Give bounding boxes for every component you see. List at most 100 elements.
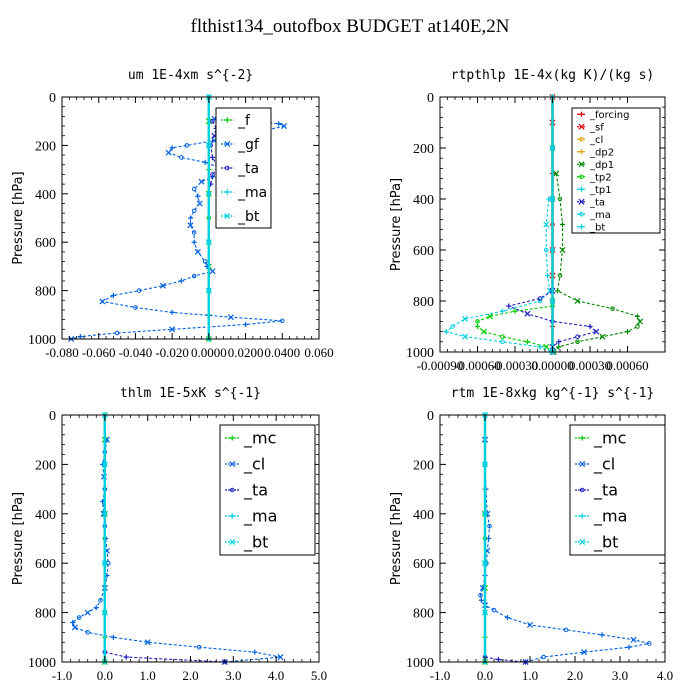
x-tick-label: 0.0000 [191, 345, 227, 360]
legend: _mc _cl _ta _ma _bt [219, 424, 316, 556]
data-point [563, 627, 569, 633]
data-point [537, 296, 543, 301]
series-line [484, 656, 526, 663]
y-tick-label: 1000 [28, 333, 56, 348]
data-point [114, 330, 120, 336]
x-tick-label: -0.040 [119, 345, 153, 360]
data-point [610, 306, 615, 311]
legend-label: _ma [593, 507, 627, 527]
data-point [482, 610, 488, 615]
data-point-x [277, 654, 284, 661]
y-tick-label: 800 [413, 607, 434, 622]
data-point-x [580, 649, 588, 656]
data-point-x [159, 282, 166, 289]
data-point [482, 462, 488, 467]
panel-2: rtpthlp 1E-4x(kg K)/(kg s) Pressure [hPa]… [389, 68, 666, 373]
x-tick-label: 0.0 [97, 668, 113, 683]
legend: _mc _cl _ta _ma _bt [569, 424, 666, 556]
data-point-x [71, 624, 78, 631]
data-point [184, 143, 190, 148]
data-point-x [543, 221, 550, 228]
data-point-x [169, 326, 176, 333]
legend-label: _forcing [589, 110, 630, 121]
y-tick-label: 400 [413, 193, 434, 208]
data-point [191, 208, 197, 214]
y-tick-label: 800 [35, 285, 56, 300]
data-point [635, 324, 640, 329]
data-point-x [553, 170, 560, 177]
y-tick-label: 200 [413, 142, 434, 157]
legend-label: _tp1 [589, 185, 612, 196]
data-point-x [461, 333, 469, 340]
data-point [136, 288, 142, 293]
data-point-x [630, 636, 637, 643]
data-point-x [224, 140, 231, 148]
data-point [202, 259, 208, 264]
legend-label: _mc [593, 429, 626, 449]
y-tick-label: 600 [35, 557, 56, 572]
data-point [478, 593, 483, 598]
x-tick-label: 4.0 [657, 668, 673, 683]
x-tick-label: 1.0 [140, 668, 156, 683]
panel-4: rtm 1E-8xkg kg^{-1} s^{-1} Pressure [hPa]… [389, 386, 673, 683]
data-point-x [549, 144, 556, 152]
x-tick-label: 2.0 [182, 668, 198, 683]
y-axis-label: Pressure [hPa] [389, 492, 404, 585]
data-point [76, 615, 82, 620]
panel-title: rtpthlp 1E-4x(kg K)/(kg s) [451, 68, 655, 83]
data-point [557, 273, 563, 278]
data-point [196, 644, 202, 650]
x-tick-label: 2.0 [567, 668, 583, 683]
data-point-x [579, 460, 586, 468]
y-tick-label: 400 [35, 188, 56, 203]
data-point-x [205, 239, 212, 246]
y-axis-label: Pressure [hPa] [389, 178, 404, 271]
x-tick-label: -0.00030 [492, 358, 539, 373]
legend-label: _ma [237, 185, 267, 201]
legend-label: _cl [243, 455, 265, 475]
x-tick-label: 0.0 [477, 668, 493, 683]
legend-label: _ta [237, 161, 259, 177]
y-axis-label: Pressure [hPa] [11, 171, 26, 264]
y-tick-label: 600 [35, 236, 56, 251]
legend-label: _sf [589, 122, 604, 133]
data-point-x [229, 460, 236, 468]
x-tick-label: -0.080 [45, 345, 79, 360]
data-point [102, 610, 108, 615]
data-point-x [636, 318, 644, 325]
data-point [191, 273, 197, 279]
x-tick-label: -0.060 [82, 345, 116, 360]
x-tick-label: 4.0 [268, 668, 284, 683]
data-point [579, 174, 584, 180]
data-point [579, 487, 585, 493]
data-point [550, 196, 555, 202]
legend-label: _bt [589, 222, 605, 233]
data-point [225, 165, 230, 171]
data-point-x [198, 178, 205, 185]
data-point-x [578, 161, 585, 168]
x-tick-label: 3.0 [225, 668, 241, 683]
legend-label: _cl [589, 135, 603, 146]
data-point [575, 334, 580, 340]
data-point [85, 630, 90, 635]
x-tick-label: -1.0 [430, 668, 451, 683]
y-tick-label: 200 [35, 139, 56, 154]
data-point-x [574, 297, 581, 305]
data-point [98, 597, 103, 603]
legend-label: _ta [243, 481, 268, 501]
legend-label: _ma [589, 210, 611, 221]
series-line [479, 439, 650, 663]
data-point [179, 155, 184, 160]
y-tick-label: 800 [35, 607, 56, 622]
x-tick-label: 1.0 [522, 668, 538, 683]
x-tick-label: 5.0 [311, 668, 327, 683]
data-point-x [194, 248, 201, 255]
x-tick-label: 0.0200 [228, 345, 264, 360]
data-point [279, 318, 285, 324]
data-point-x [165, 149, 172, 156]
data-point [450, 324, 455, 329]
series-tp1 [443, 196, 556, 356]
data-point-x [578, 123, 585, 130]
y-tick-label: 1000 [406, 346, 434, 361]
x-tick-label: -0.00060 [454, 358, 501, 373]
